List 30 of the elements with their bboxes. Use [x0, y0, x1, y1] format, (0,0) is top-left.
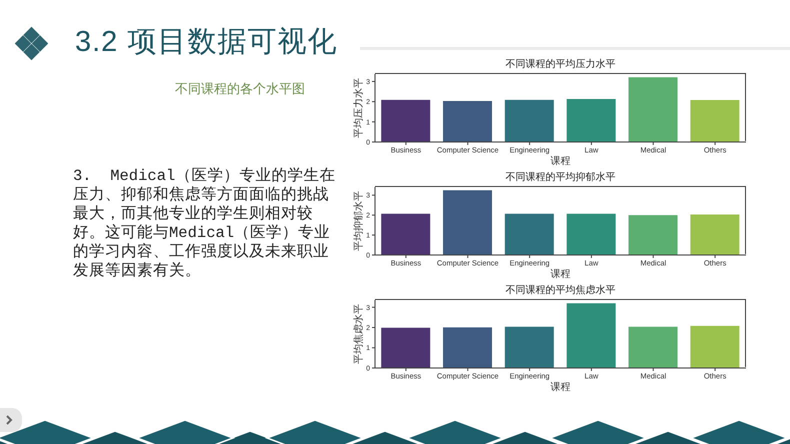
x-axis-title: 课程: [550, 381, 570, 393]
bar: [443, 190, 492, 255]
text: 3.2 项目数据可视化: [75, 25, 338, 60]
bar: [504, 326, 554, 368]
bar: [628, 215, 678, 255]
x-axis-title: 课程: [550, 268, 570, 280]
bar: [381, 328, 430, 368]
bar: [504, 214, 554, 255]
bar: [443, 101, 492, 142]
chart-title: 不同课程的平均抑郁水平: [504, 172, 616, 185]
bar: [566, 214, 616, 255]
x-axis-title: 课程: [550, 155, 570, 167]
bar: [628, 326, 678, 368]
bar: [566, 99, 616, 142]
chart-title: 不同课程的平均焦虑水平: [504, 285, 616, 298]
bar: [566, 303, 616, 368]
y-axis-title: 平均焦虑水平: [352, 304, 365, 364]
text: 3. Medical（医学）专业的学生在压力、抑郁和焦虑等方面面临的挑战最大，而其他专业的学生则相对较好。这可能与Medical（医学）专业的学习内容、工作强度以及未来职业发展等因素有关。: [73, 167, 336, 281]
bar: [381, 214, 430, 255]
text: 不同课程的各个水平图: [175, 80, 305, 98]
y-axis-title: 平均压力水平: [352, 78, 365, 138]
bar: [628, 77, 678, 142]
bar: [443, 327, 492, 368]
bar: [690, 214, 740, 255]
chart-title: 不同课程的平均压力水平: [504, 59, 616, 72]
bar: [381, 100, 430, 142]
bar: [504, 100, 554, 142]
y-axis-title: 平均抑郁水平: [352, 191, 365, 251]
bar: [690, 326, 740, 368]
bar: [690, 100, 740, 142]
